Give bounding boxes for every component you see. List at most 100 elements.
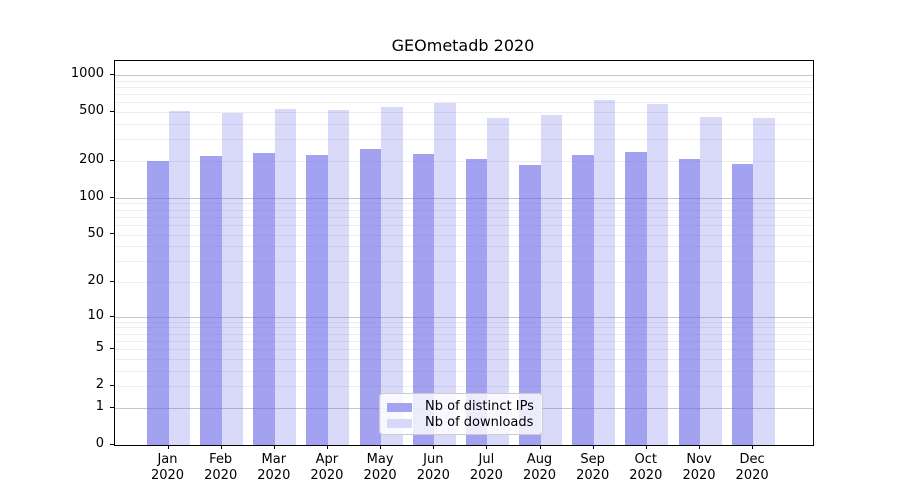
x-tick-month: Nov: [686, 452, 712, 467]
minor-gridline: [115, 224, 813, 226]
minor-gridline: [115, 349, 813, 351]
y-tick-mark: [110, 74, 114, 75]
x-tick-month: Dec: [739, 452, 765, 467]
x-tick-label: Apr 2020: [295, 452, 359, 484]
x-tick-year: 2020: [204, 468, 238, 483]
x-tick-year: 2020: [522, 468, 557, 483]
x-tick-year: 2020: [576, 468, 610, 483]
bar-distinct-ips: [678, 158, 700, 445]
minor-gridline: [115, 246, 813, 248]
bar-distinct-ips: [625, 152, 647, 445]
y-tick-label: 1000: [70, 66, 104, 81]
x-tick-month: Oct: [634, 452, 658, 467]
major-gridline: [115, 197, 813, 199]
bar-distinct-ips: [465, 159, 488, 445]
legend-label-distinct-ips: Nb of distinct IPs: [425, 399, 534, 414]
bar-downloads: [168, 111, 190, 445]
minor-gridline: [115, 124, 813, 125]
legend-swatch-downloads-icon: [387, 418, 412, 428]
x-tick-year: 2020: [682, 468, 716, 483]
bar-downloads: [327, 110, 350, 445]
x-tick-mark: [327, 445, 328, 449]
minor-gridline: [115, 139, 813, 141]
minor-gridline: [115, 327, 813, 329]
x-tick-mark: [699, 445, 700, 449]
major-gridline: [115, 75, 813, 76]
bar-downloads: [274, 109, 297, 445]
x-tick-month: Jul: [478, 452, 495, 467]
x-tick-month: Apr: [315, 452, 339, 467]
x-tick-year: 2020: [469, 468, 503, 483]
y-tick-label: 1: [95, 398, 104, 414]
minor-gridline: [115, 261, 813, 263]
minor-gridline: [115, 234, 813, 236]
minor-gridline: [115, 94, 813, 96]
x-tick-month: Mar: [261, 452, 287, 467]
x-tick-label: Jun 2020: [401, 452, 465, 484]
y-tick-mark: [110, 160, 114, 161]
minor-gridline: [115, 358, 813, 360]
x-tick-mark: [593, 445, 594, 449]
y-tick-mark: [110, 444, 114, 445]
y-tick-label: 5: [95, 340, 104, 356]
minor-gridline: [115, 340, 813, 342]
bar-distinct-ips: [572, 154, 594, 445]
x-tick-mark: [752, 445, 753, 449]
chart-title: GEOmetadb 2020: [391, 36, 535, 55]
bar-distinct-ips: [200, 155, 222, 445]
x-tick-mark: [274, 445, 275, 449]
x-tick-month: May: [366, 452, 394, 467]
bar-downloads: [753, 117, 775, 445]
bar-distinct-ips: [519, 164, 541, 445]
minor-gridline: [115, 161, 813, 162]
bar-downloads: [646, 103, 669, 445]
x-tick-label: Sep 2020: [561, 452, 625, 484]
y-tick-mark: [110, 281, 114, 282]
y-tick-label: 20: [87, 273, 104, 288]
x-tick-mark: [540, 445, 541, 449]
minor-gridline: [115, 209, 813, 211]
x-tick-month: Jun: [423, 452, 444, 467]
bar-downloads: [434, 103, 456, 445]
x-tick-month: Feb: [209, 452, 233, 467]
bar-distinct-ips: [412, 153, 435, 445]
y-tick-label: 0: [95, 436, 104, 451]
y-tick-label: 100: [79, 188, 104, 204]
bar-distinct-ips: [306, 155, 328, 445]
y-tick-mark: [110, 348, 114, 349]
y-tick-label: 10: [87, 307, 104, 323]
x-tick-label: Dec 2020: [720, 452, 784, 484]
x-tick-label: Oct 2020: [614, 452, 678, 484]
x-tick-label: Mar 2020: [242, 452, 306, 484]
x-tick-year: 2020: [150, 468, 185, 483]
bar-distinct-ips: [359, 148, 382, 445]
x-tick-month: Jan: [157, 452, 178, 467]
y-tick-mark: [110, 385, 114, 386]
legend-entry-downloads: Nb of downloads: [387, 415, 542, 431]
x-tick-label: Jan 2020: [136, 452, 200, 484]
legend-entry-distinct-ips: Nb of distinct IPs: [387, 399, 542, 415]
legend-label-downloads: Nb of downloads: [425, 415, 534, 430]
y-tick-mark: [110, 407, 114, 408]
major-gridline: [115, 316, 813, 318]
bar-downloads: [381, 107, 403, 445]
x-tick-mark: [168, 445, 169, 449]
x-tick-year: 2020: [310, 468, 344, 483]
minor-gridline: [115, 333, 813, 335]
minor-gridline: [115, 216, 813, 218]
x-tick-mark: [221, 445, 222, 449]
y-tick-label: 2: [95, 377, 104, 393]
x-tick-month: Sep: [580, 452, 605, 467]
y-tick-mark: [110, 111, 114, 112]
y-tick-mark: [110, 197, 114, 198]
x-tick-year: 2020: [363, 468, 397, 483]
x-tick-year: 2020: [735, 468, 769, 483]
bar-distinct-ips: [147, 160, 169, 445]
minor-gridline: [115, 386, 813, 388]
minor-gridline: [115, 203, 813, 205]
minor-gridline: [115, 87, 813, 88]
y-tick-label: 500: [79, 103, 104, 119]
x-tick-mark: [486, 445, 487, 449]
x-tick-mark: [380, 445, 381, 449]
